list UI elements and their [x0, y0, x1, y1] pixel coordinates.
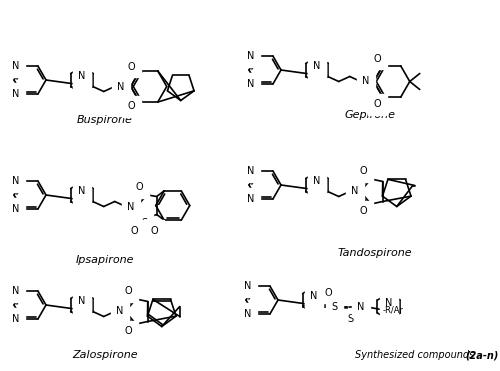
- Text: S: S: [348, 315, 354, 325]
- Text: N: N: [246, 194, 254, 204]
- Text: O: O: [374, 99, 382, 109]
- Text: O: O: [131, 226, 138, 236]
- Text: N: N: [310, 299, 318, 309]
- Text: (2a-n): (2a-n): [465, 350, 498, 360]
- Text: N: N: [12, 286, 19, 296]
- Text: O: O: [125, 286, 132, 296]
- Text: Buspirone: Buspirone: [77, 115, 133, 125]
- Text: O: O: [360, 207, 368, 217]
- Text: Gepirone: Gepirone: [344, 110, 396, 120]
- Text: N: N: [385, 305, 392, 315]
- Text: O: O: [151, 226, 158, 236]
- Text: N: N: [246, 51, 254, 61]
- Text: O: O: [128, 62, 136, 72]
- Text: N: N: [362, 76, 370, 86]
- Text: O: O: [324, 288, 332, 298]
- Text: Zalospirone: Zalospirone: [72, 350, 138, 360]
- Text: N: N: [244, 309, 251, 319]
- Text: N: N: [314, 176, 320, 186]
- Text: N: N: [246, 79, 254, 89]
- Text: S: S: [332, 302, 338, 312]
- Text: O: O: [128, 101, 136, 111]
- Text: N: N: [116, 306, 124, 316]
- Text: N: N: [12, 204, 19, 214]
- Text: N: N: [12, 176, 19, 186]
- Text: N: N: [385, 298, 392, 308]
- Text: N: N: [12, 314, 19, 324]
- Text: N: N: [12, 61, 19, 71]
- Text: N: N: [117, 82, 124, 92]
- Text: N: N: [127, 201, 134, 211]
- Text: N: N: [314, 184, 320, 194]
- Text: N: N: [78, 296, 86, 306]
- Text: N: N: [78, 71, 86, 81]
- Text: N: N: [314, 69, 320, 79]
- Text: N: N: [244, 281, 251, 291]
- Text: O: O: [125, 326, 132, 336]
- Text: N: N: [357, 302, 364, 312]
- Text: Ipsapirone: Ipsapirone: [76, 255, 134, 265]
- Text: N: N: [351, 187, 358, 197]
- Text: N: N: [314, 61, 320, 71]
- Text: N: N: [12, 89, 19, 99]
- Text: Tandospirone: Tandospirone: [338, 248, 412, 258]
- Text: O: O: [136, 183, 143, 193]
- Text: N: N: [78, 79, 86, 89]
- Text: O: O: [360, 167, 368, 177]
- Text: O: O: [374, 54, 382, 64]
- Text: Synthesized compounds: Synthesized compounds: [355, 350, 478, 360]
- Text: N: N: [310, 291, 318, 301]
- Text: N: N: [78, 304, 86, 314]
- Text: -R/Ar: -R/Ar: [382, 305, 404, 315]
- Text: N: N: [78, 194, 86, 204]
- Text: S: S: [142, 217, 148, 227]
- Text: N: N: [246, 166, 254, 176]
- Text: N: N: [78, 186, 86, 196]
